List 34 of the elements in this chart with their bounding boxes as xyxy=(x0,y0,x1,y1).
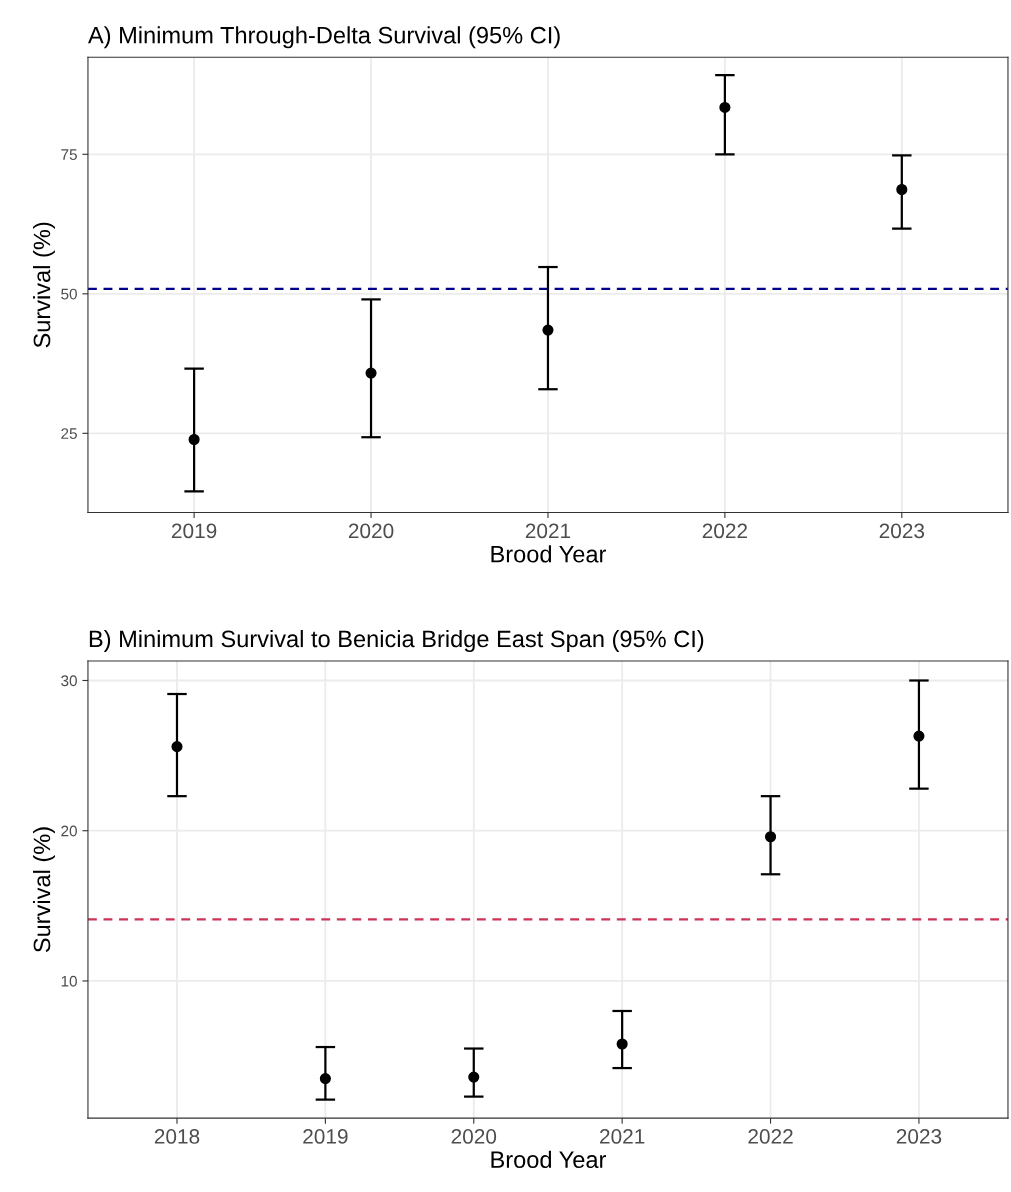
y-tick-label: 10 xyxy=(61,975,77,987)
x-tick-label: 2022 xyxy=(748,1129,793,1144)
point xyxy=(188,433,200,446)
x-axis-title: Brood Year xyxy=(491,545,607,563)
y-axis-title: Survival (%) xyxy=(32,827,55,953)
chart-title: B) Minimum Survival to Benicia Bridge East Span (95% CI) xyxy=(89,629,704,652)
x-tick-label: 2019 xyxy=(171,523,217,539)
x-tick-label: 2023 xyxy=(879,523,925,539)
y-tick-label: 20 xyxy=(61,825,77,837)
point xyxy=(896,183,908,196)
y-tick-label: 25 xyxy=(61,428,77,440)
chart-title: A) Minimum Through-Delta Survival (95% CI) xyxy=(88,26,560,49)
x-tick-label: 2021 xyxy=(600,1129,645,1144)
x-tick-label: 2020 xyxy=(451,1129,497,1144)
point xyxy=(542,324,554,336)
x-tick-label: 2021 xyxy=(525,523,571,539)
point xyxy=(468,1071,480,1083)
y-tick-label: 50 xyxy=(61,288,77,300)
x-axis-title: Brood Year xyxy=(491,1150,607,1169)
x-tick-label: 2023 xyxy=(896,1129,942,1144)
point xyxy=(616,1038,628,1050)
y-tick-label: 75 xyxy=(61,149,77,160)
x-tick-label: 2022 xyxy=(702,523,748,539)
x-tick-label: 2020 xyxy=(348,523,394,539)
y-axis-title: Survival (%) xyxy=(32,222,55,348)
point xyxy=(171,741,183,753)
x-tick-label: 2018 xyxy=(154,1129,200,1144)
x-tick-label: 2019 xyxy=(303,1129,348,1144)
point xyxy=(913,730,925,742)
point xyxy=(365,367,377,379)
point xyxy=(764,831,777,843)
y-tick-label: 30 xyxy=(61,675,77,687)
point xyxy=(319,1073,331,1085)
point xyxy=(719,101,731,113)
